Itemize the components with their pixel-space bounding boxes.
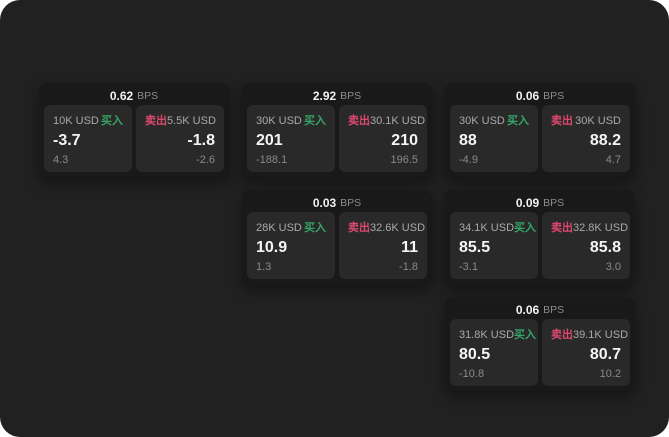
buy-amount: 31.8K USD [459, 329, 515, 341]
bps-unit-label: BPS [543, 304, 565, 316]
sell-amount: 39.1K USD [573, 329, 629, 341]
buy-panel[interactable]: 31.8K USD 买入 80.5 -10.8 [450, 319, 538, 386]
sell-change: -2.6 [196, 154, 215, 166]
panels-row: 30K USD 买入 88 -4.9 卖出 30K USD 88.2 4.7 [450, 105, 630, 172]
sell-change: 3.0 [605, 261, 621, 273]
bps-value: 0.09 [515, 196, 540, 210]
sell-change: 196.5 [390, 154, 418, 166]
quote-card: 0.09 BPS 34.1K USD 买入 85.5 -3.1 卖出 32.8K… [445, 190, 635, 284]
sell-change: -1.8 [399, 261, 418, 273]
card-header: 2.92 BPS [247, 87, 427, 105]
sell-amount: 5.5K USD [167, 115, 216, 127]
sell-panel[interactable]: 卖出 32.8K USD 85.8 3.0 [542, 212, 630, 279]
sell-tag: 卖出 [551, 115, 573, 127]
quote-card: 0.03 BPS 28K USD 买入 10.9 1.3 卖出 32.6K US… [242, 190, 432, 284]
sell-change: 4.7 [605, 154, 621, 166]
sell-amount: 30.1K USD [370, 115, 426, 127]
sell-panel[interactable]: 卖出 30.1K USD 210 196.5 [339, 105, 427, 172]
bps-unit-label: BPS [543, 90, 565, 102]
sell-change: 10.2 [599, 368, 621, 380]
buy-amount: 30K USD [256, 115, 302, 127]
buy-tag: 买入 [304, 115, 326, 127]
panels-row: 34.1K USD 买入 85.5 -3.1 卖出 32.8K USD 85.8… [450, 212, 630, 279]
panels-row: 10K USD 买入 -3.7 4.3 卖出 5.5K USD -1.8 -2.… [44, 105, 224, 172]
bps-unit-label: BPS [137, 90, 159, 102]
sell-tag: 卖出 [145, 115, 167, 127]
bps-value: 0.06 [515, 303, 540, 317]
sell-amount: 32.8K USD [573, 222, 629, 234]
sell-panel[interactable]: 卖出 30K USD 88.2 4.7 [542, 105, 630, 172]
bps-value: 2.92 [312, 89, 337, 103]
card-header: 0.09 BPS [450, 194, 630, 212]
buy-tag: 买入 [514, 222, 537, 234]
buy-change: 4.3 [53, 154, 69, 166]
sell-tag: 卖出 [551, 329, 573, 341]
buy-amount: 34.1K USD [459, 222, 515, 234]
buy-amount: 30K USD [459, 115, 505, 127]
sell-amount: 32.6K USD [370, 222, 426, 234]
buy-amount: 28K USD [256, 222, 302, 234]
buy-tag: 买入 [304, 222, 326, 234]
bps-value: 0.62 [109, 89, 134, 103]
quote-card: 0.62 BPS 10K USD 买入 -3.7 4.3 卖出 5.5K USD [39, 83, 229, 177]
buy-panel[interactable]: 30K USD 买入 88 -4.9 [450, 105, 538, 172]
buy-price: 88 [459, 132, 477, 149]
quote-card: 0.06 BPS 31.8K USD 买入 80.5 -10.8 卖出 39.1… [445, 297, 635, 391]
quote-card: 2.92 BPS 30K USD 买入 201 -188.1 卖出 30.1K … [242, 83, 432, 177]
buy-price: -3.7 [53, 132, 81, 149]
sell-amount: 30K USD [575, 115, 621, 127]
buy-tag: 买入 [514, 329, 537, 341]
buy-panel[interactable]: 28K USD 买入 10.9 1.3 [247, 212, 335, 279]
card-header: 0.62 BPS [44, 87, 224, 105]
buy-panel[interactable]: 10K USD 买入 -3.7 4.3 [44, 105, 132, 172]
buy-panel[interactable]: 30K USD 买入 201 -188.1 [247, 105, 335, 172]
buy-price: 201 [256, 132, 283, 149]
card-header: 0.03 BPS [247, 194, 427, 212]
bps-value: 0.06 [515, 89, 540, 103]
sell-panel[interactable]: 卖出 39.1K USD 80.7 10.2 [542, 319, 630, 386]
card-header: 0.06 BPS [450, 87, 630, 105]
bps-unit-label: BPS [340, 90, 362, 102]
panels-row: 31.8K USD 买入 80.5 -10.8 卖出 39.1K USD 80.… [450, 319, 630, 386]
buy-price: 10.9 [256, 239, 288, 256]
sell-price: 80.7 [589, 346, 621, 363]
panels-row: 28K USD 买入 10.9 1.3 卖出 32.6K USD 11 -1.8 [247, 212, 427, 279]
buy-price: 80.5 [459, 346, 491, 363]
panels-row: 30K USD 买入 201 -188.1 卖出 30.1K USD 210 1… [247, 105, 427, 172]
card-header: 0.06 BPS [450, 301, 630, 319]
buy-change: -10.8 [459, 368, 485, 380]
bps-unit-label: BPS [543, 197, 565, 209]
sell-panel[interactable]: 卖出 5.5K USD -1.8 -2.6 [136, 105, 224, 172]
bps-unit-label: BPS [340, 197, 362, 209]
buy-amount: 10K USD [53, 115, 99, 127]
bps-value: 0.03 [312, 196, 337, 210]
sell-price: 210 [391, 132, 418, 149]
buy-panel[interactable]: 34.1K USD 买入 85.5 -3.1 [450, 212, 538, 279]
buy-change: 1.3 [256, 261, 272, 273]
sell-price: 11 [401, 239, 418, 256]
buy-change: -188.1 [256, 154, 288, 166]
buy-change: -3.1 [459, 261, 478, 273]
sell-tag: 卖出 [348, 222, 370, 234]
buy-change: -4.9 [459, 154, 478, 166]
quote-card: 0.06 BPS 30K USD 买入 88 -4.9 卖出 30K USD [445, 83, 635, 177]
sell-price: -1.8 [187, 132, 215, 149]
buy-tag: 买入 [507, 115, 529, 127]
sell-price: 85.8 [589, 239, 621, 256]
buy-price: 85.5 [459, 239, 491, 256]
cards-grid: 0.62 BPS 10K USD 买入 -3.7 4.3 卖出 5.5K USD [39, 83, 635, 391]
sell-tag: 卖出 [348, 115, 370, 127]
buy-tag: 买入 [101, 115, 123, 127]
sell-tag: 卖出 [551, 222, 573, 234]
sell-price: 88.2 [589, 132, 621, 149]
sell-panel[interactable]: 卖出 32.6K USD 11 -1.8 [339, 212, 427, 279]
